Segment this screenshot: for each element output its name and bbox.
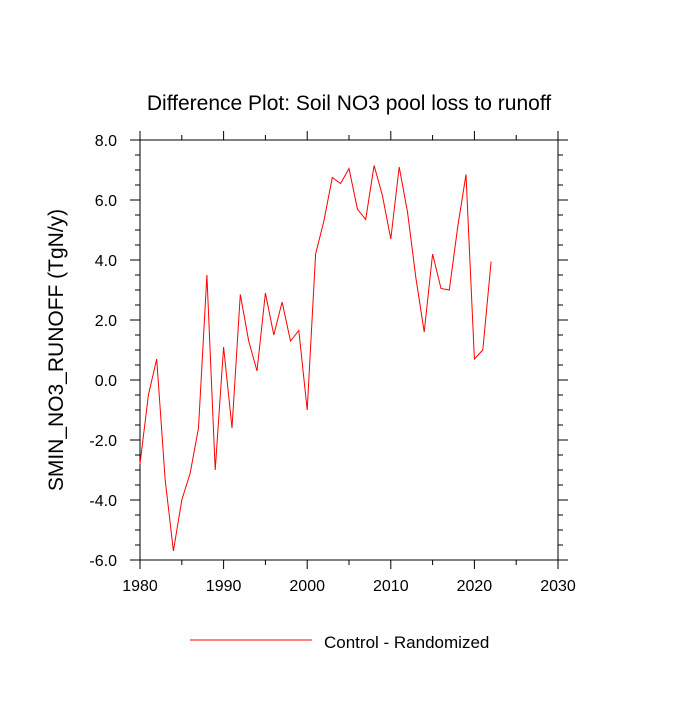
y-tick-label: 4.0 — [95, 253, 117, 270]
y-tick-label: -6.0 — [89, 553, 117, 570]
series-line-control-randomized — [139, 165, 492, 552]
legend-label-control-randomized: Control - Randomized — [324, 633, 489, 652]
y-tick-label: 6.0 — [95, 193, 117, 210]
chart-title: Difference Plot: Soil NO3 pool loss to r… — [147, 92, 551, 115]
x-tick-label: 2010 — [373, 578, 409, 595]
y-tick-label: -2.0 — [89, 433, 117, 450]
y-tick-label: 8.0 — [95, 133, 117, 150]
y-tick-label: 0.0 — [95, 373, 117, 390]
x-tick-label: 1980 — [122, 578, 158, 595]
legend: Control - Randomized — [190, 633, 489, 652]
y-tick-label: -4.0 — [89, 493, 117, 510]
axes: 1980 1990 2000 2010 2020 2030 -6.0 -4.0 -2.0 0.0 2… — [89, 131, 576, 595]
y-axis-label: SMIN_NO3_RUNOFF (TgN/y) — [45, 209, 68, 491]
x-tick-label: 2000 — [289, 578, 325, 595]
x-tick-label: 2030 — [540, 578, 576, 595]
x-tick-label: 1990 — [206, 578, 242, 595]
x-tick-label: 2020 — [457, 578, 493, 595]
y-tick-label: 2.0 — [95, 313, 117, 330]
